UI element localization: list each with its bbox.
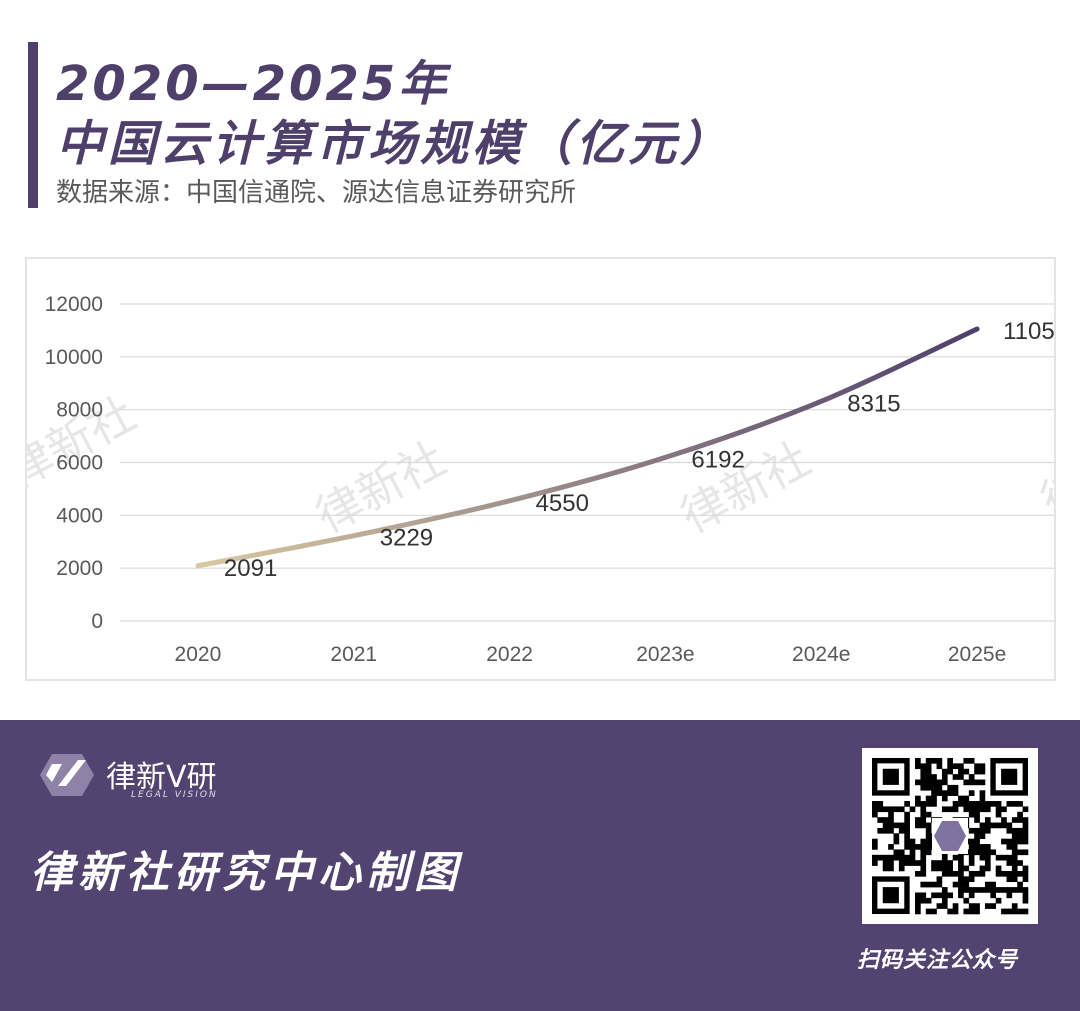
brand-logo-icon bbox=[40, 754, 94, 796]
x-tick-label: 2022 bbox=[486, 643, 533, 666]
qr-caption: 扫码关注公众号 bbox=[857, 948, 1019, 973]
line-chart: 律新社 律新社 律新社 律新社 020004000600080001000012000… bbox=[27, 293, 1054, 666]
x-tick-label: 2024e bbox=[792, 643, 850, 666]
chart-frame: 律新社 律新社 律新社 律新社 0 2000 4000 6000 8000 10000 12000… bbox=[25, 257, 1056, 681]
x-tick-label: 2020 bbox=[175, 643, 222, 666]
y-tick-label: 8000 bbox=[56, 399, 103, 422]
data-label: 2091 bbox=[224, 555, 277, 582]
y-tick-label: 0 bbox=[91, 610, 103, 633]
y-tick-label: 12000 bbox=[45, 293, 103, 316]
data-label: 6192 bbox=[691, 446, 744, 473]
chart-title-line2: 中国云计算市场规模（亿元） bbox=[56, 116, 733, 172]
series-line bbox=[195, 326, 980, 569]
data-label: 4550 bbox=[536, 490, 589, 517]
y-tick-label: 2000 bbox=[56, 557, 103, 580]
watermark: 律新社 bbox=[1032, 416, 1054, 528]
qr-code[interactable] bbox=[862, 748, 1038, 924]
chart-title-line1: 2020—2025年 bbox=[56, 56, 450, 112]
x-tick-label: 2023e bbox=[636, 643, 694, 666]
x-tick-label: 2025e bbox=[948, 643, 1006, 666]
data-label: 11055 bbox=[1003, 318, 1054, 345]
data-source: 数据来源：中国信通院、源达信息证券研究所 bbox=[56, 178, 577, 208]
title-accent-bar bbox=[28, 42, 38, 208]
y-tick-label: 6000 bbox=[56, 452, 103, 475]
data-label: 3229 bbox=[380, 525, 433, 552]
made-by-text: 律新社研究中心制图 bbox=[30, 848, 462, 898]
brand-name: 律新V研 bbox=[106, 760, 217, 795]
qr-logo-icon bbox=[934, 821, 966, 851]
x-tick-label: 2021 bbox=[330, 643, 377, 666]
brand-subtitle: LEGAL VISION bbox=[131, 790, 218, 800]
data-label: 8315 bbox=[847, 390, 900, 417]
y-tick-label: 10000 bbox=[45, 346, 103, 369]
y-tick-label: 4000 bbox=[56, 504, 103, 527]
